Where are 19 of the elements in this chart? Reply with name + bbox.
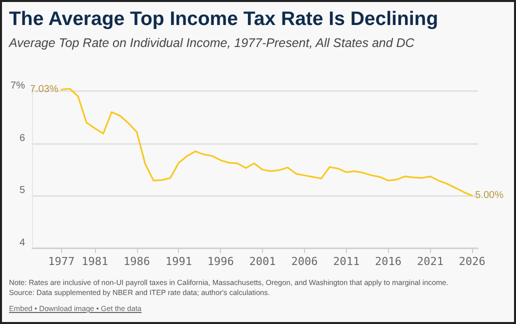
y-tick-label: 5 bbox=[19, 185, 26, 196]
data-label: 7.03% bbox=[30, 84, 58, 96]
x-tick-label: 2006 bbox=[291, 255, 318, 268]
chart-title: The Average Top Income Tax Rate Is Declining bbox=[9, 8, 438, 31]
x-tick-label: 2016 bbox=[375, 255, 402, 268]
x-tick-label: 1996 bbox=[207, 255, 234, 268]
chart-subtitle: Average Top Rate on Individual Income, 1977-Present, All States and DC bbox=[9, 36, 414, 50]
data-label: 5.00% bbox=[475, 190, 504, 202]
x-tick-label: 1986 bbox=[124, 255, 150, 268]
y-tick-label: 6 bbox=[19, 132, 26, 144]
x-tick-label: 1991 bbox=[165, 255, 192, 268]
x-tick-label: 2021 bbox=[416, 255, 444, 268]
x-tick-label: 1981 bbox=[82, 255, 108, 268]
x-tick-label: 2001 bbox=[249, 255, 276, 268]
y-tick-label: 4 bbox=[19, 238, 26, 248]
x-tick-label: 1977 bbox=[48, 255, 75, 268]
y-tick-label: 7% bbox=[10, 80, 26, 92]
x-tick-label: 2011 bbox=[333, 255, 360, 268]
x-tick-label: 2026 bbox=[458, 255, 486, 268]
